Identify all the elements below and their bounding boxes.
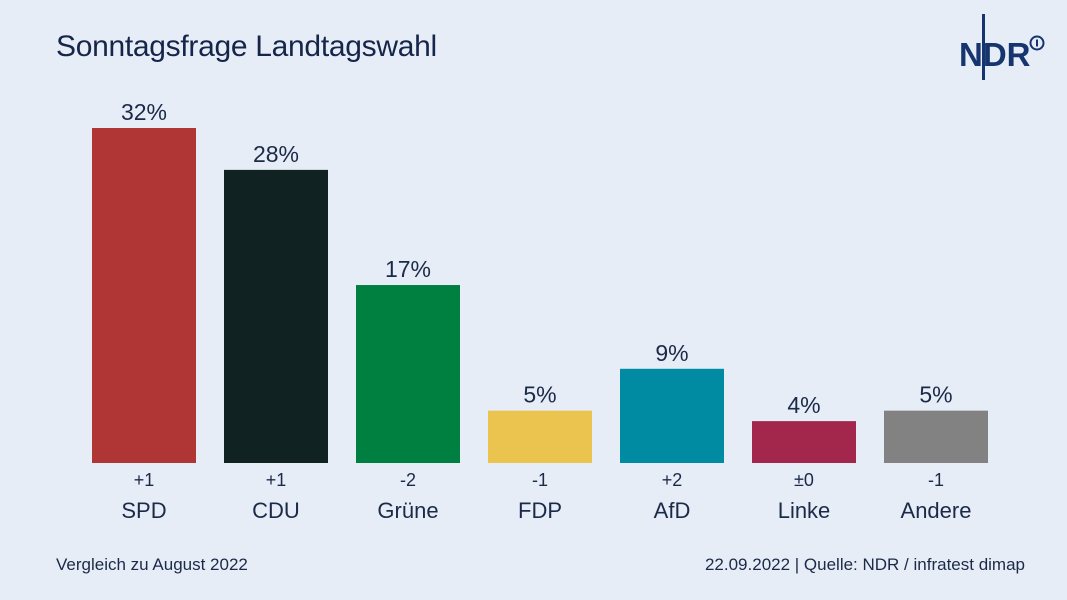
bar-andere — [884, 410, 988, 463]
chart-title: Sonntagsfrage Landtagswahl — [56, 30, 437, 63]
change-label-cdu: +1 — [266, 470, 287, 490]
category-label-spd: SPD — [121, 498, 166, 523]
category-label-afd: AfD — [654, 498, 691, 523]
change-label-spd: +1 — [134, 470, 155, 490]
bar-fdp — [488, 410, 592, 463]
category-label-andere: Andere — [901, 498, 972, 523]
source-line: 22.09.2022 | Quelle: NDR / infratest dim… — [704, 555, 1025, 574]
bar-cdu — [224, 169, 328, 463]
ard-one-icon-mark — [1036, 39, 1038, 47]
value-label-andere: 5% — [919, 382, 952, 408]
change-label-andere: -1 — [928, 470, 944, 490]
ndr-logo: NDR — [959, 14, 1045, 80]
change-label-gr-ne: -2 — [400, 470, 416, 490]
value-label-afd: 9% — [655, 340, 688, 366]
value-label-linke: 4% — [787, 392, 820, 418]
bar-linke — [752, 421, 856, 463]
bar-afd — [620, 368, 724, 463]
bar-spd — [92, 128, 196, 463]
bar-gr-ne — [356, 285, 460, 463]
value-label-cdu: 28% — [253, 141, 299, 167]
logo-divider — [982, 14, 985, 80]
value-label-fdp: 5% — [523, 382, 556, 408]
category-label-fdp: FDP — [518, 498, 562, 523]
category-label-gr-ne: Grüne — [377, 498, 438, 523]
change-label-fdp: -1 — [532, 470, 548, 490]
change-label-linke: ±0 — [794, 470, 814, 490]
category-label-cdu: CDU — [252, 498, 300, 523]
logo-text: NDR — [959, 36, 1031, 73]
category-label-linke: Linke — [778, 498, 831, 523]
value-label-gr-ne: 17% — [385, 256, 431, 282]
value-label-spd: 32% — [121, 99, 167, 125]
change-label-afd: +2 — [662, 470, 683, 490]
ard-one-icon — [1029, 35, 1045, 51]
comparison-note: Vergleich zu August 2022 — [56, 555, 248, 574]
